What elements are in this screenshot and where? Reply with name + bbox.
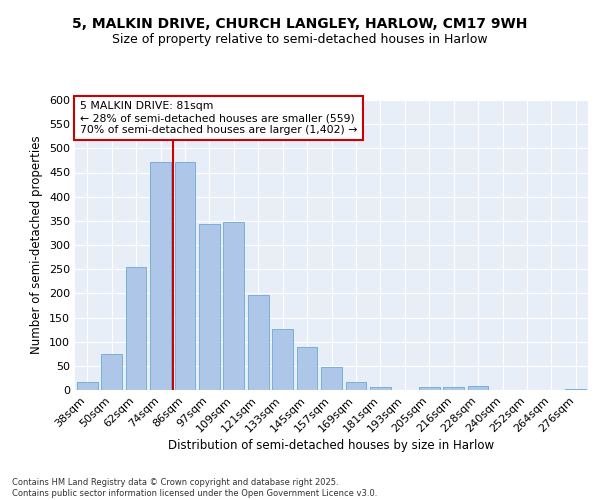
Bar [125,267,146,390]
Bar [419,386,440,390]
Bar [150,162,171,390]
Bar [223,222,244,390]
Bar [370,387,391,390]
Bar [296,347,317,390]
Bar [175,162,196,390]
Bar [443,386,464,390]
X-axis label: Distribution of semi-detached houses by size in Harlow: Distribution of semi-detached houses by … [169,440,494,452]
Bar [101,354,122,390]
Bar [321,368,342,390]
Bar [565,389,586,390]
Bar [199,224,220,390]
Text: 5, MALKIN DRIVE, CHURCH LANGLEY, HARLOW, CM17 9WH: 5, MALKIN DRIVE, CHURCH LANGLEY, HARLOW,… [73,18,527,32]
Text: Contains HM Land Registry data © Crown copyright and database right 2025.
Contai: Contains HM Land Registry data © Crown c… [12,478,377,498]
Bar [272,328,293,390]
Y-axis label: Number of semi-detached properties: Number of semi-detached properties [31,136,43,354]
Text: 5 MALKIN DRIVE: 81sqm
← 28% of semi-detached houses are smaller (559)
70% of sem: 5 MALKIN DRIVE: 81sqm ← 28% of semi-deta… [80,102,357,134]
Bar [248,295,269,390]
Bar [467,386,488,390]
Text: Size of property relative to semi-detached houses in Harlow: Size of property relative to semi-detach… [112,32,488,46]
Bar [346,382,367,390]
Bar [77,382,98,390]
